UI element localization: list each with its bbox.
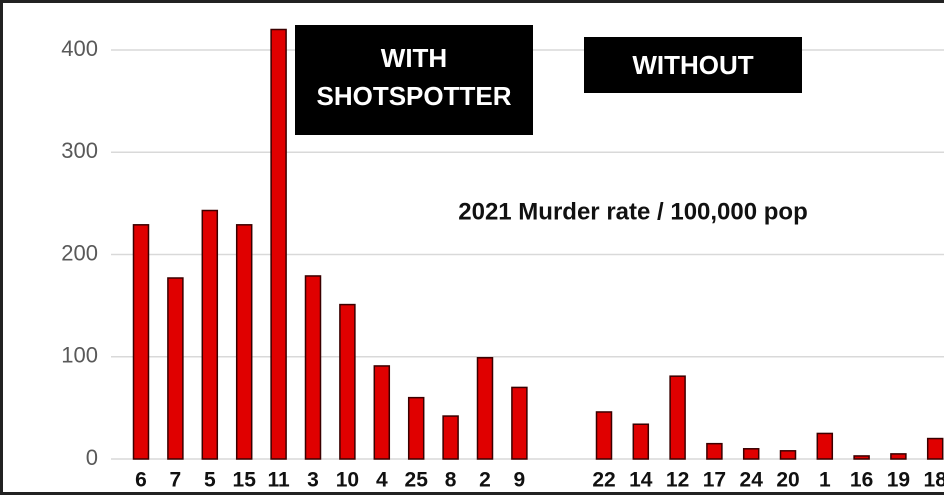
x-tick-label: 14 — [629, 469, 653, 492]
bar — [669, 375, 686, 460]
y-tick-label: 400 — [61, 36, 98, 61]
bar — [816, 432, 834, 460]
bar — [853, 455, 870, 460]
x-tick-label: 2 — [479, 469, 491, 492]
x-tick-label: 16 — [850, 469, 873, 492]
x-tick-label: 8 — [445, 469, 457, 492]
x-tick-label: 19 — [887, 469, 910, 492]
bar — [779, 450, 797, 460]
bar — [373, 365, 391, 460]
bar — [476, 357, 494, 460]
x-tick-label: 17 — [703, 469, 726, 492]
bar — [890, 453, 907, 460]
group-label: WITH SHOTSPOTTER — [295, 25, 533, 135]
x-tick-label: 11 — [267, 469, 290, 492]
y-tick-label: 100 — [61, 343, 98, 368]
x-tick-label: 22 — [592, 469, 615, 492]
x-tick-label: 18 — [924, 469, 944, 492]
x-tick-label: 5 — [204, 469, 216, 492]
y-tick-label: 0 — [86, 445, 98, 470]
x-tick-label: 10 — [336, 469, 359, 492]
bar — [304, 275, 322, 460]
x-tick-label: 6 — [135, 469, 147, 492]
bar — [407, 396, 425, 460]
bar — [132, 224, 150, 460]
bar — [270, 28, 287, 460]
x-tick-label: 9 — [514, 469, 526, 492]
bar — [442, 415, 459, 460]
bar — [706, 442, 723, 460]
y-tick-label: 200 — [61, 240, 98, 265]
chart-title: 2021 Murder rate / 100,000 pop — [458, 198, 808, 225]
x-tick-label: 15 — [233, 469, 257, 492]
chart: 2021 Murder rate / 100,000 pop 0 100 200 30… — [61, 28, 944, 492]
bar — [595, 411, 613, 460]
bar — [167, 277, 184, 460]
x-tick-label: 24 — [740, 469, 764, 492]
bar — [742, 448, 760, 460]
bar — [632, 423, 650, 460]
bar — [511, 386, 528, 460]
bar — [339, 303, 356, 460]
x-tick-label: 4 — [376, 469, 388, 492]
bar — [235, 224, 253, 460]
x-tick-label: 3 — [307, 469, 319, 492]
x-tick-label: 25 — [405, 469, 429, 492]
x-tick-label: 12 — [666, 469, 689, 492]
x-tick-label: 1 — [819, 469, 831, 492]
y-tick-label: 300 — [61, 138, 98, 163]
x-tick-label: 20 — [776, 469, 799, 492]
bar — [926, 437, 944, 460]
x-tick-label: 7 — [170, 469, 182, 492]
group-label: WITHOUT — [584, 37, 802, 93]
bar — [201, 209, 219, 460]
